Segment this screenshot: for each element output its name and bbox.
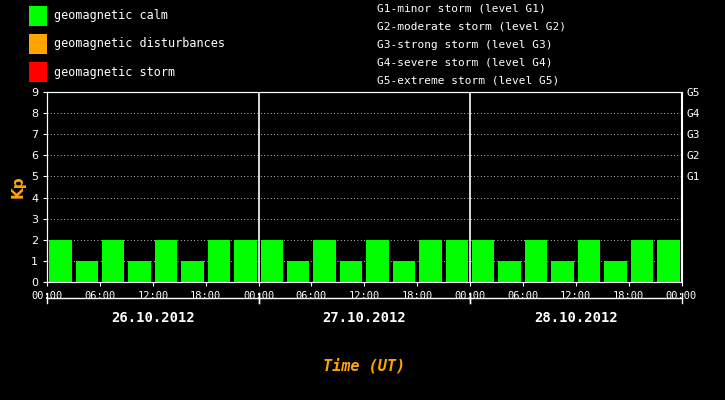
Text: 26.10.2012: 26.10.2012 (111, 311, 195, 325)
Text: G4-severe storm (level G4): G4-severe storm (level G4) (377, 58, 552, 68)
Bar (102, 240, 125, 282)
Bar (234, 240, 257, 282)
Bar (393, 261, 415, 282)
Bar (631, 240, 653, 282)
Bar (472, 240, 494, 282)
Bar (207, 240, 230, 282)
Text: G1-minor storm (level G1): G1-minor storm (level G1) (377, 4, 546, 14)
Bar (551, 261, 573, 282)
Text: G5-extreme storm (level G5): G5-extreme storm (level G5) (377, 76, 559, 86)
Text: 28.10.2012: 28.10.2012 (534, 311, 618, 325)
Bar (155, 240, 178, 282)
Text: G3-strong storm (level G3): G3-strong storm (level G3) (377, 40, 552, 50)
FancyBboxPatch shape (29, 62, 47, 82)
Bar (49, 240, 72, 282)
Bar (181, 261, 204, 282)
Bar (260, 240, 283, 282)
Text: 27.10.2012: 27.10.2012 (323, 311, 406, 325)
Y-axis label: Kp: Kp (10, 176, 25, 198)
Bar (128, 261, 151, 282)
Bar (313, 240, 336, 282)
Bar (446, 240, 468, 282)
Bar (419, 240, 442, 282)
Bar (578, 240, 600, 282)
FancyBboxPatch shape (29, 34, 47, 54)
Text: G2-moderate storm (level G2): G2-moderate storm (level G2) (377, 22, 566, 32)
Bar (657, 240, 679, 282)
Bar (75, 261, 98, 282)
Text: Time (UT): Time (UT) (323, 358, 405, 373)
FancyBboxPatch shape (29, 6, 47, 26)
Bar (287, 261, 310, 282)
Text: geomagnetic storm: geomagnetic storm (54, 66, 175, 79)
Bar (525, 240, 547, 282)
Bar (366, 240, 389, 282)
Bar (499, 261, 521, 282)
Bar (340, 261, 362, 282)
Text: geomagnetic disturbances: geomagnetic disturbances (54, 38, 225, 50)
Bar (604, 261, 626, 282)
Text: geomagnetic calm: geomagnetic calm (54, 9, 168, 22)
